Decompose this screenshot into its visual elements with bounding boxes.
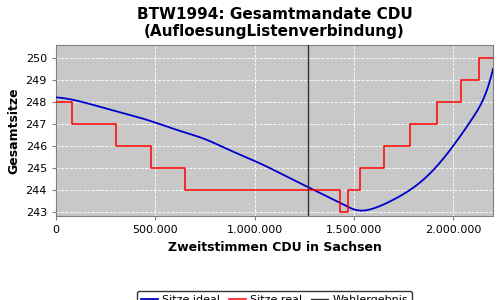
- Sitze real: [345, 210, 351, 213]
- Y-axis label: Gesamtsitze: Gesamtsitze: [7, 87, 20, 174]
- Sitze real: [357, 188, 363, 191]
- Sitze real: [182, 166, 188, 169]
- Sitze real: [381, 166, 387, 169]
- Sitze ideal: [307, 186, 313, 190]
- Sitze real: [434, 122, 440, 125]
- Sitze real: [490, 56, 496, 60]
- Sitze real: [148, 166, 154, 169]
- Sitze real: [434, 100, 440, 103]
- Sitze real: [112, 122, 118, 125]
- Sitze ideal: [53, 96, 59, 99]
- Sitze real: [69, 100, 75, 103]
- Sitze ideal: [332, 198, 338, 202]
- Sitze real: [226, 188, 232, 191]
- Sitze real: [381, 144, 387, 148]
- Sitze ideal: [318, 192, 324, 196]
- Sitze real: [182, 188, 188, 191]
- Sitze ideal: [358, 209, 364, 212]
- Sitze ideal: [385, 201, 391, 204]
- Line: Sitze ideal: Sitze ideal: [56, 69, 493, 211]
- Line: Sitze real: Sitze real: [56, 58, 493, 212]
- Sitze ideal: [80, 100, 86, 104]
- Sitze real: [69, 122, 75, 125]
- Sitze real: [53, 100, 59, 103]
- Sitze real: [406, 144, 412, 148]
- Sitze real: [345, 188, 351, 191]
- Sitze real: [327, 188, 333, 191]
- Sitze real: [327, 188, 333, 191]
- Sitze real: [337, 188, 343, 191]
- Sitze real: [406, 122, 412, 125]
- Sitze real: [476, 56, 482, 60]
- Sitze real: [337, 210, 343, 213]
- Sitze real: [148, 144, 154, 148]
- Sitze real: [272, 188, 278, 191]
- Legend: Sitze ideal, Sitze real, Wahlergebnis: Sitze ideal, Sitze real, Wahlergebnis: [136, 291, 412, 300]
- Title: BTW1994: Gesamtmandate CDU
(AufloesungListenverbindung): BTW1994: Gesamtmandate CDU (AufloesungLi…: [136, 7, 412, 39]
- Sitze real: [226, 188, 232, 191]
- Sitze real: [357, 166, 363, 169]
- Sitze ideal: [490, 67, 496, 70]
- X-axis label: Zweitstimmen CDU in Sachsen: Zweitstimmen CDU in Sachsen: [168, 241, 382, 254]
- Sitze real: [458, 100, 464, 103]
- Sitze real: [272, 188, 278, 191]
- Sitze real: [476, 78, 482, 82]
- Sitze real: [458, 78, 464, 82]
- Sitze ideal: [430, 169, 436, 172]
- Sitze real: [112, 144, 118, 148]
